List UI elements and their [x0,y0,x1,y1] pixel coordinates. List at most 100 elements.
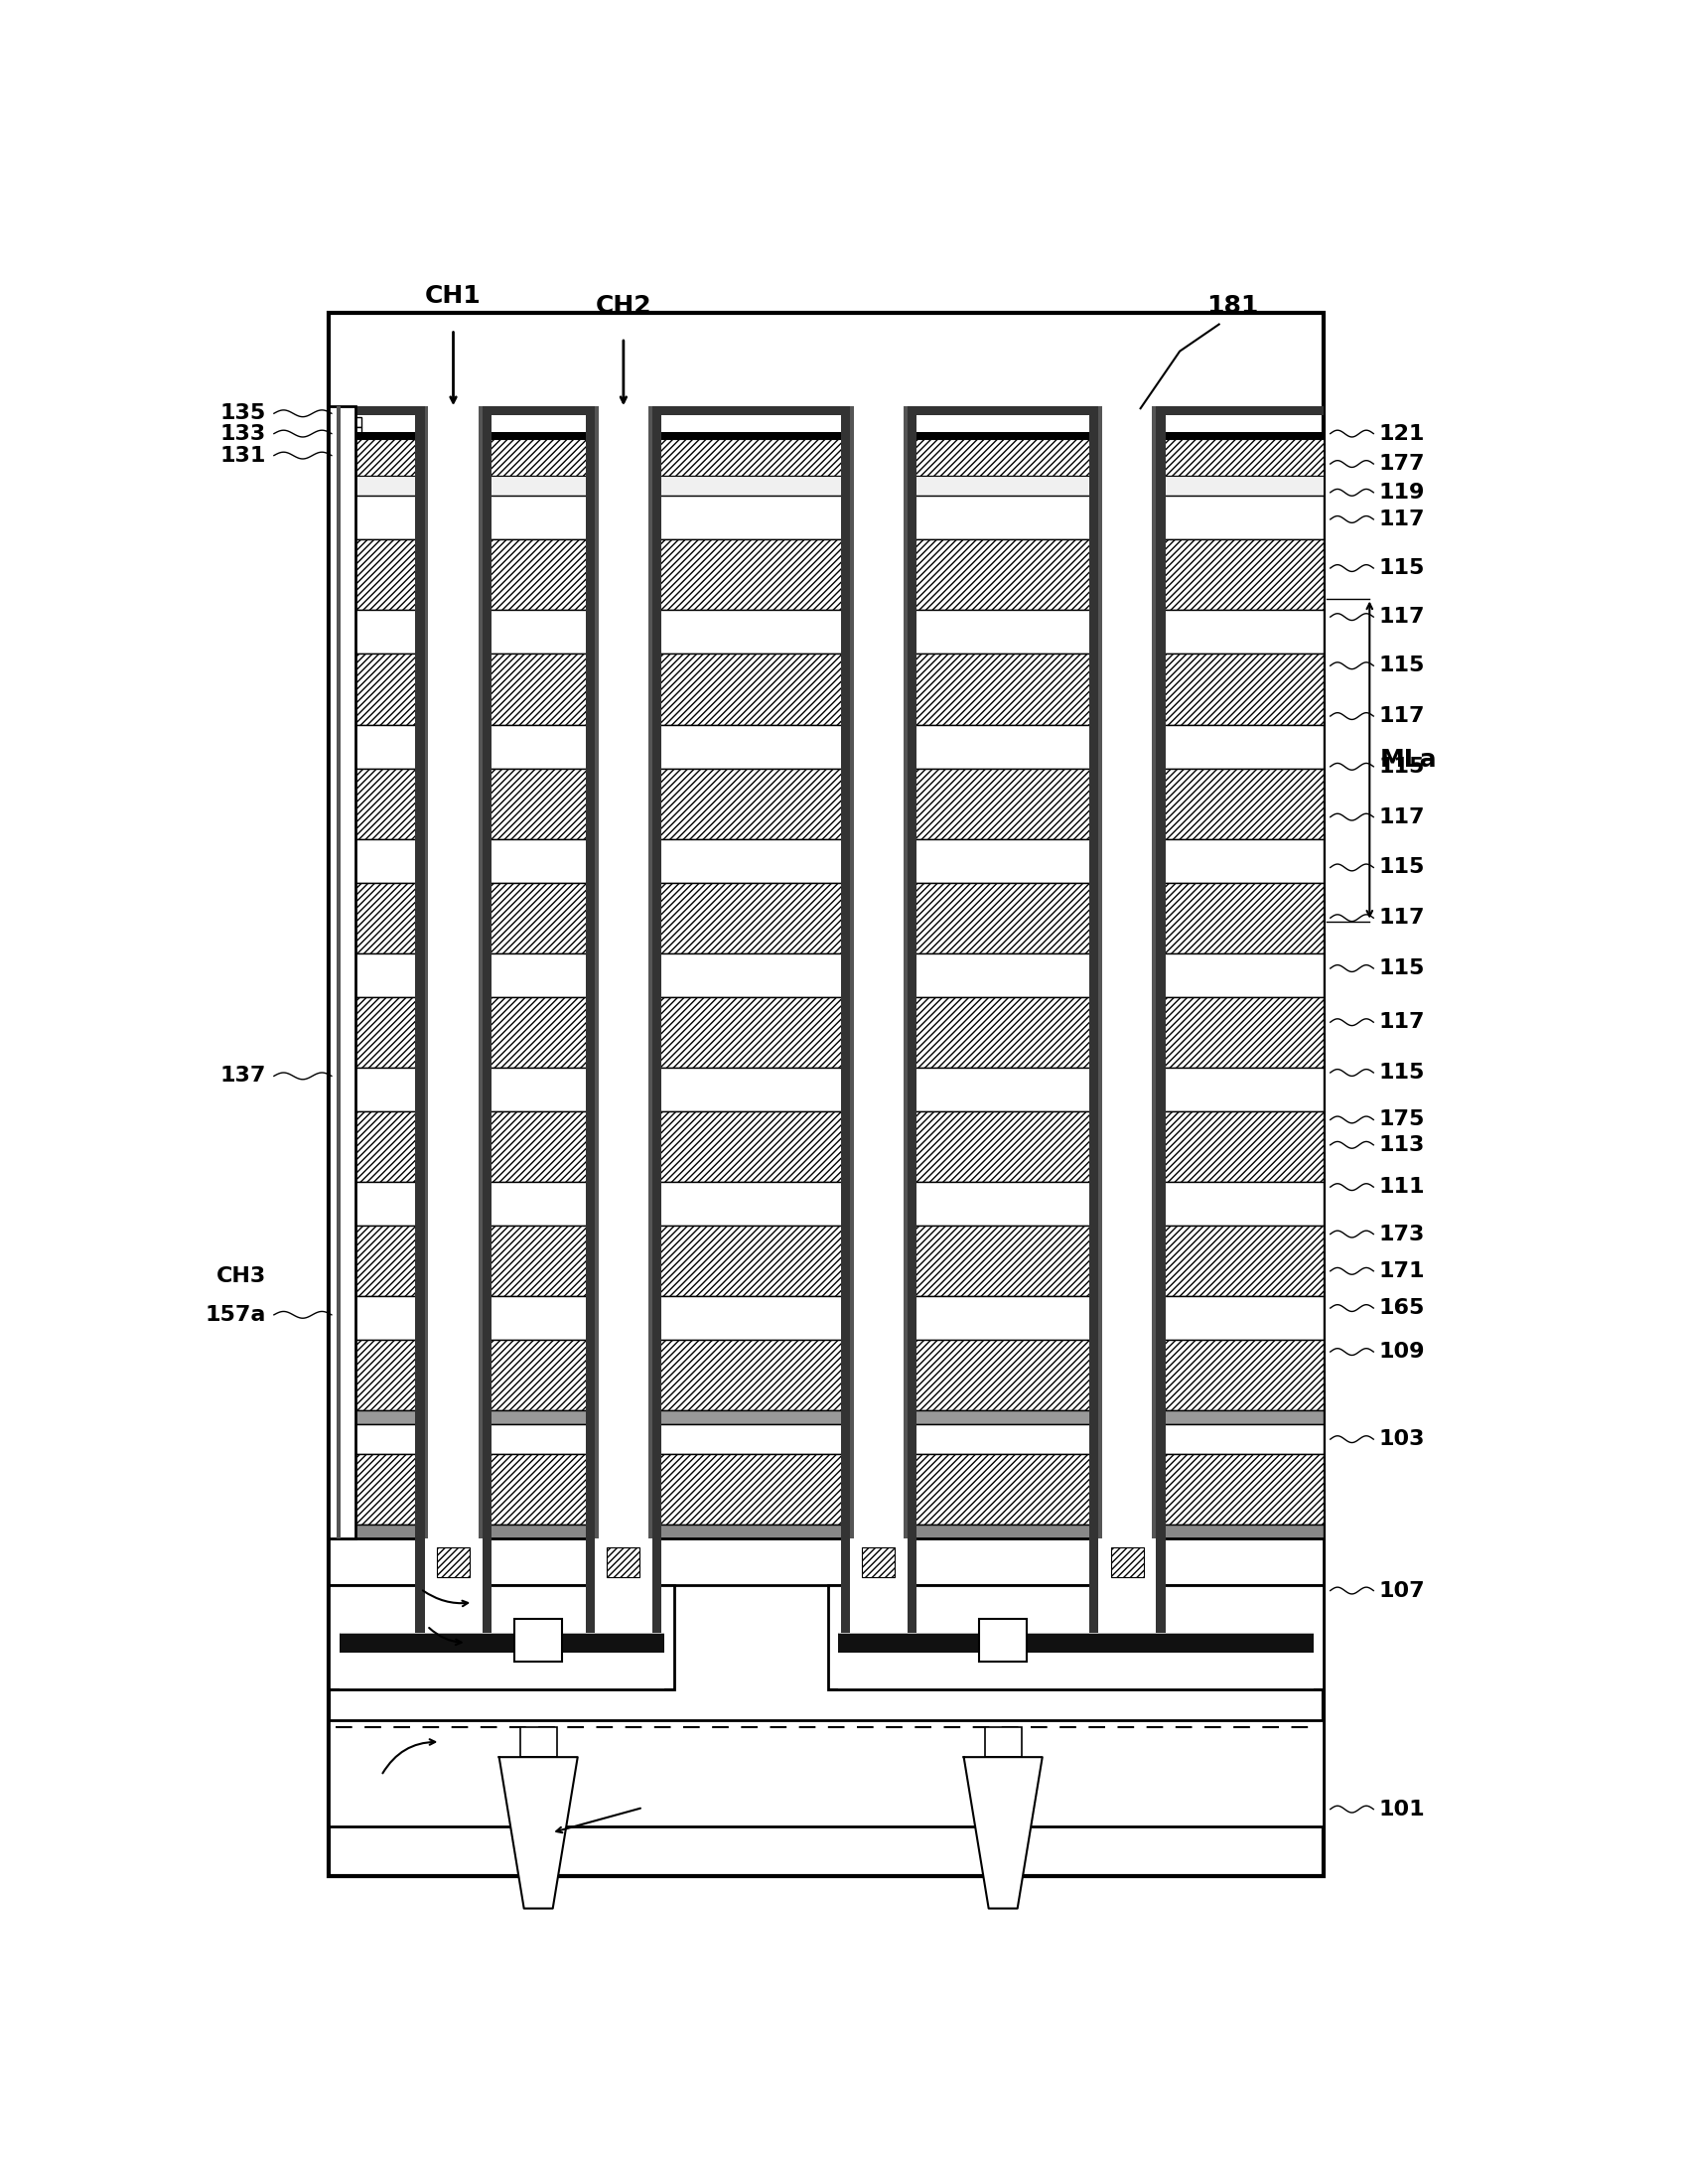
Bar [652,406,662,1538]
Bar [855,406,904,1538]
Text: 165: 165 [1378,1297,1426,1317]
Bar [841,1586,917,1634]
Bar [586,1538,595,1586]
Bar [329,952,1324,996]
Bar [424,406,429,1538]
Bar [329,1411,1324,1424]
Bar [329,609,1324,653]
Text: 117: 117 [1378,1011,1426,1033]
Text: 107: 107 [1378,1581,1426,1601]
Text: 117: 117 [1378,808,1426,828]
Text: 175: 175 [1378,1109,1426,1129]
Text: 115: 115 [1378,655,1426,675]
Bar [904,406,907,1538]
Bar [481,1586,491,1634]
Text: 115: 115 [1378,959,1426,978]
Bar [586,1586,595,1634]
Bar [329,769,1324,839]
Bar [1098,406,1103,1538]
Bar [980,1618,1027,1662]
Text: 171: 171 [1378,1260,1426,1282]
Bar [329,496,1324,539]
Bar [329,725,1324,769]
Text: 177: 177 [1378,454,1426,474]
Bar [1157,1586,1165,1634]
Bar [907,1586,917,1634]
Bar [478,406,481,1538]
Text: CH3: CH3 [216,1267,267,1286]
Text: 157a: 157a [204,1304,267,1326]
Bar [1152,406,1157,1538]
Text: 119: 119 [1378,483,1426,502]
Bar [329,1341,1324,1411]
Bar [1111,1546,1143,1577]
Bar [985,1728,1022,1758]
Text: 109: 109 [1378,1341,1426,1363]
Bar [863,1546,895,1577]
Bar [329,406,1324,415]
Bar [841,1586,850,1634]
Bar [329,1112,1324,1182]
Bar [415,1586,424,1634]
Bar [1157,406,1165,1538]
Bar [841,1538,850,1586]
Bar [586,406,595,1538]
Bar [329,1068,1324,1112]
Polygon shape [500,1758,578,1909]
Text: 133: 133 [220,424,267,443]
Bar [329,1182,1324,1225]
Bar [329,1524,1324,1538]
Bar [907,406,917,1538]
Bar [606,1546,640,1577]
Bar [838,1634,1314,1653]
Bar [415,1538,424,1586]
Bar [586,1538,662,1586]
Text: 115: 115 [1378,858,1426,878]
Bar [1089,1586,1098,1634]
Bar [329,439,1324,476]
Bar [329,417,361,426]
Bar [329,1455,1324,1524]
Text: 101: 101 [1378,1800,1426,1819]
Bar [336,406,341,1538]
Bar [329,539,1324,609]
Text: 115: 115 [1378,559,1426,579]
Text: 181: 181 [1206,293,1258,317]
Text: 137: 137 [220,1066,267,1085]
Bar [649,406,652,1538]
Polygon shape [964,1758,1042,1909]
Bar [429,406,478,1538]
Bar [329,1424,1324,1455]
Text: 111: 111 [1378,1177,1426,1197]
Bar [329,312,1324,1876]
Text: MLa: MLa [1380,747,1437,771]
Bar [481,406,491,1538]
Bar [415,1538,491,1586]
Text: CH1: CH1 [426,284,481,308]
Bar [1089,406,1098,1538]
Bar [329,882,1324,952]
Bar [329,426,361,437]
Text: 117: 117 [1378,909,1426,928]
Bar [437,1546,470,1577]
Text: 117: 117 [1378,607,1426,627]
Bar [1103,406,1152,1538]
Text: 113: 113 [1378,1136,1426,1155]
Bar [515,1618,562,1662]
Bar [1089,1538,1098,1586]
Text: 103: 103 [1378,1428,1426,1450]
Bar [828,1586,1324,1690]
Text: CH2: CH2 [595,293,652,317]
Bar [1089,1538,1165,1586]
Bar [329,839,1324,882]
Bar [520,1728,557,1758]
Text: 117: 117 [1378,705,1426,725]
Bar [652,1538,662,1586]
Bar [598,406,649,1538]
Bar [329,653,1324,725]
Text: 115: 115 [1378,756,1426,778]
Bar [339,1634,664,1653]
Bar [586,1586,662,1634]
Bar [329,996,1324,1068]
Text: 117: 117 [1378,509,1426,529]
